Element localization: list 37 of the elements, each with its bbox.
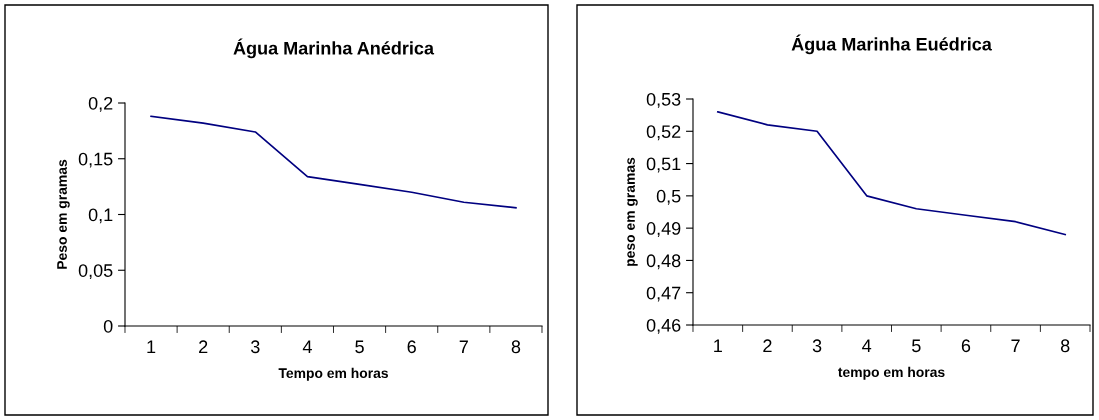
x-tick-label: 8 [511, 340, 521, 354]
x-tick-label: 5 [912, 339, 921, 353]
x-tick-label: 2 [763, 339, 772, 352]
x-axis-title: tempo em horas [838, 366, 945, 380]
y-tick-label: 0,48 [646, 254, 681, 270]
y-tick-label: 0 [103, 319, 113, 333]
x-tick-label: 1 [147, 340, 156, 353]
y-tick-label: 0,49 [646, 222, 681, 237]
y-tick-label: 0,51 [646, 157, 681, 173]
line-series [150, 115, 517, 209]
x-tick-label: 5 [355, 340, 364, 354]
y-tick-label: 0,47 [646, 286, 681, 302]
chart-title: Água Marinha Euédrica [791, 34, 992, 55]
line-series [716, 111, 1067, 236]
x-tick-label: 1 [714, 339, 722, 352]
y-tick-label: 0,15 [78, 152, 113, 168]
x-tick-label: 3 [812, 339, 822, 353]
y-tick-label: 0,46 [646, 318, 681, 334]
x-tick-label: 4 [302, 340, 312, 353]
x-axis-title: Tempo em horas [278, 367, 388, 381]
x-tick-label: 7 [1011, 339, 1020, 352]
x-tick-label: 4 [862, 339, 872, 352]
y-tick-label: 0,52 [646, 125, 681, 141]
x-tick-label: 3 [250, 340, 260, 354]
y-tick-label: 0,2 [88, 96, 113, 112]
y-axis-title: Peso em gramas [57, 159, 70, 269]
x-tick-label: 6 [961, 339, 971, 353]
x-tick-label: 6 [407, 340, 416, 354]
x-tick-label: 8 [1060, 339, 1070, 353]
x-tick-label: 7 [459, 340, 468, 353]
y-tick-label: 0,5 [656, 189, 681, 205]
y-tick-label: 0,1 [88, 208, 113, 224]
y-tick-label: 0,53 [646, 92, 681, 108]
y-axis-title: peso em gramas [627, 157, 638, 266]
y-tick-label: 0,05 [78, 264, 113, 280]
x-tick-label: 2 [199, 340, 208, 353]
chart-title: Água Marinha Anédrica [233, 38, 435, 59]
